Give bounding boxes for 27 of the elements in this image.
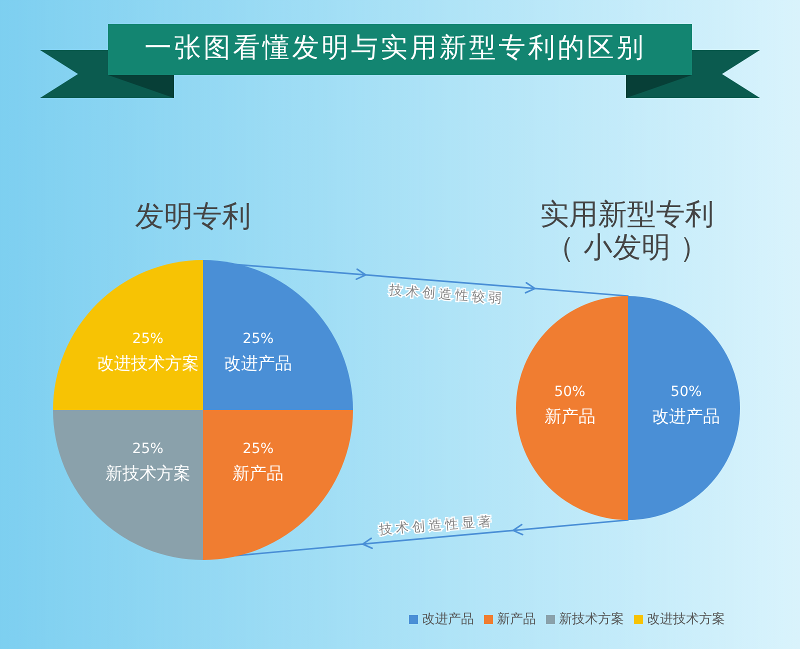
legend-label: 新产品 [497, 612, 536, 627]
text: 技术创造性显著 [378, 514, 496, 538]
data-label: 50% [554, 384, 586, 400]
text: 一张图看懂发明与实用新型专利的区别 [144, 32, 646, 64]
pie-slice [628, 296, 740, 520]
chart-title: 实用新型专利（ 小发明 ） [539, 197, 715, 264]
legend-label: 改进技术方案 [647, 612, 725, 627]
legend-label: 改进产品 [422, 612, 474, 627]
data-label: 25% [132, 330, 164, 347]
data-label: 25% [242, 330, 274, 347]
pie-slice [53, 410, 203, 560]
slice-label: 新技术方案 [105, 464, 190, 484]
pie-slice [203, 260, 353, 410]
data-label: 50% [670, 384, 702, 400]
pie-slice [53, 260, 203, 410]
slice-label: 改进技术方案 [96, 354, 199, 374]
text: 技术创造性较弱 [388, 282, 506, 308]
slice-label: 新产品 [232, 464, 284, 484]
slice-label: 新产品 [544, 407, 596, 427]
data-label: 25% [132, 441, 164, 458]
pie-slice [203, 410, 353, 560]
slice-label: 改进产品 [652, 407, 720, 427]
legend-label: 新技术方案 [559, 612, 624, 627]
slice-label: 改进产品 [224, 354, 292, 374]
chart-title: 发明专利 [134, 199, 252, 233]
data-label: 25% [242, 441, 274, 458]
pie-slice [516, 296, 628, 520]
